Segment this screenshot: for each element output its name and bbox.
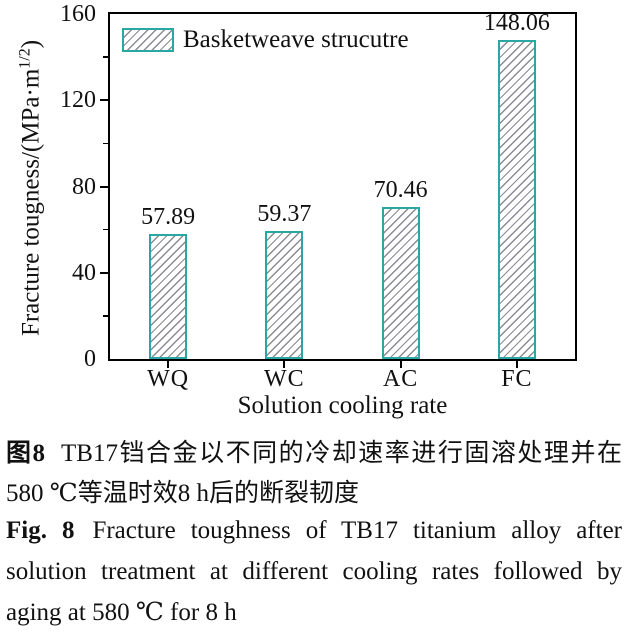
x-axis-category-label: WQ: [147, 366, 190, 392]
x-axis-category-label: WC: [264, 366, 305, 392]
y-axis-minor-tick: [103, 142, 108, 145]
x-axis-tick: [399, 361, 402, 368]
y-axis-tick-label: 80: [72, 173, 96, 200]
y-axis-minor-tick: [103, 56, 108, 58]
caption-english: Fig. 8 Fracture toughness of TB17 titaniu…: [6, 510, 622, 633]
bar: [381, 207, 420, 359]
bar-value-label: 59.37: [257, 201, 312, 227]
x-axis-title: Solution cooling rate: [237, 392, 448, 419]
y-axis-minor-tick: [103, 228, 108, 231]
legend: Basketweave strucutre: [122, 26, 409, 54]
caption-english-text: Fracture toughness of TB17 titanium allo…: [6, 517, 623, 626]
plot-area: Basketweave strucutre 57.89 59.37 70.46 148…: [108, 10, 577, 361]
y-axis-major-tick: [100, 99, 108, 102]
y-axis-tick-label: 160: [60, 1, 96, 27]
x-axis-tick: [167, 361, 170, 368]
x-axis-tick: [283, 361, 286, 368]
y-axis-major-tick: [100, 271, 108, 274]
y-axis-tick-label: 0: [84, 346, 96, 372]
bar-chart: Fracture tougness/(MPa·m1/2) Basketweave…: [16, 1, 577, 419]
bar-value-label: 70.46: [373, 177, 428, 203]
x-axis-category-label: FC: [501, 366, 533, 392]
legend-label: Basketweave strucutre: [183, 26, 409, 53]
bar: [149, 234, 188, 359]
bar: [265, 231, 304, 359]
bar-value-label: 57.89: [141, 204, 196, 230]
y-axis-title-superscript: 1/2: [16, 48, 34, 69]
y-axis-tick-label: 120: [60, 87, 96, 114]
caption-english-figure-number: Fig. 8: [6, 517, 75, 544]
x-axis-tick: [515, 361, 518, 368]
y-axis-tick-label: 40: [72, 259, 96, 286]
caption-chinese: 图8 TB17铛合金以不同的冷却速率进行固溶处理并在580 ℃等温时效8 h后的断…: [6, 434, 622, 514]
legend-swatch-hatched: [122, 28, 174, 52]
y-axis-minor-tick: [103, 315, 108, 317]
y-axis-title-close: ): [17, 39, 45, 49]
y-axis-major-tick: [100, 185, 108, 188]
bar: [497, 40, 536, 359]
caption-chinese-text: TB17铛合金以不同的冷却速率进行固溶处理并在580 ℃等温时效8 h后的断裂韧…: [6, 440, 622, 507]
bar-value-label: 148.06: [483, 10, 550, 36]
caption-chinese-figure-number: 图8: [6, 440, 46, 467]
x-axis-category-label: AC: [382, 366, 419, 392]
